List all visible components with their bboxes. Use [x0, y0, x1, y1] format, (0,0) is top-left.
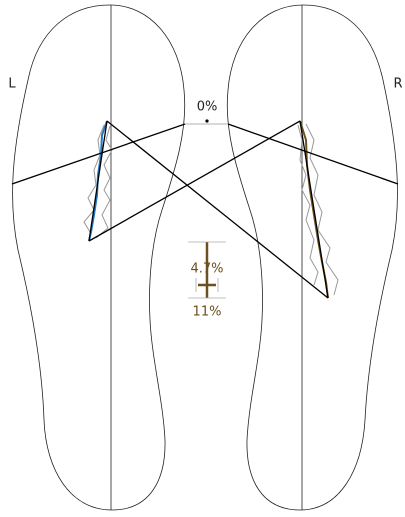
center-dot	[205, 119, 209, 123]
cross-line	[106, 120, 329, 299]
right-trace-line	[299, 120, 329, 299]
indicator-bracket	[188, 241, 226, 299]
left-axis-line	[11, 123, 186, 185]
top-indicator: 0%	[197, 100, 218, 115]
right-gray-trace	[297, 123, 339, 296]
cross-line	[88, 120, 301, 242]
left-foot-outline	[12, 4, 186, 511]
bottom-indicator: 11%	[193, 305, 222, 320]
right-foot-outline	[226, 4, 398, 511]
left-label: L	[8, 77, 16, 92]
right-axis-line	[227, 123, 399, 185]
left-gray-trace	[83, 124, 113, 239]
middle-indicator: 4.7%	[190, 262, 223, 277]
left-trace-line	[88, 120, 108, 242]
right-label: R	[393, 77, 402, 92]
